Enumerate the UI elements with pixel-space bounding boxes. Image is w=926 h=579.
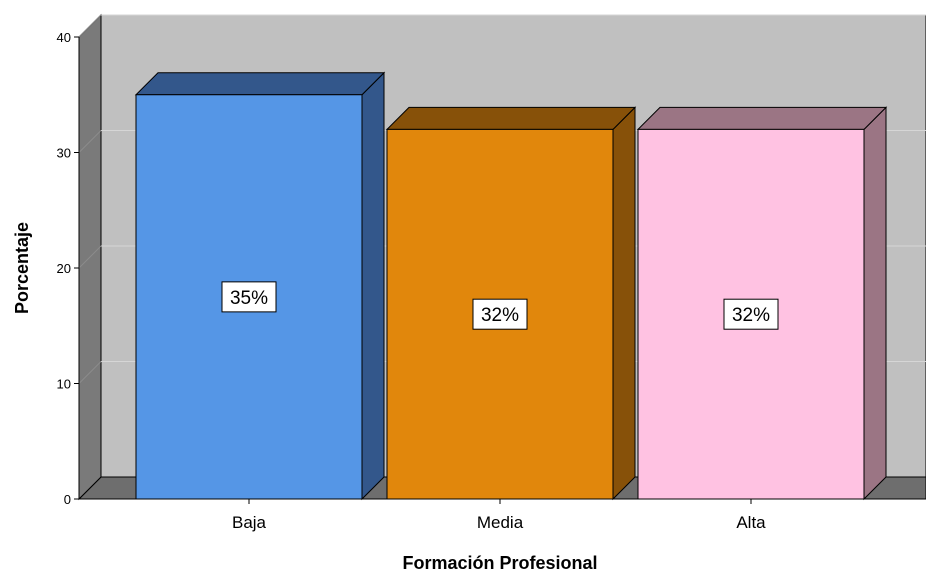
data-label: 32%	[732, 305, 770, 326]
bar-baja: 35%	[134, 71, 386, 501]
bar-alta: 32%	[636, 106, 888, 501]
bar-top	[134, 72, 386, 96]
bar-top	[385, 106, 637, 130]
y-tick-label: 0	[64, 492, 71, 507]
y-tick-label: 30	[57, 146, 71, 161]
x-tick-label: Alta	[736, 513, 766, 532]
x-axis-categories: Baja Media Alta	[232, 499, 766, 532]
bars: 35% 32% 32%	[134, 71, 888, 501]
data-label-box	[221, 281, 277, 313]
bar-top	[636, 106, 888, 130]
gridline-wall	[78, 361, 102, 384]
y-tick-label: 20	[57, 261, 71, 276]
gridline-wall	[78, 245, 102, 269]
data-label: 32%	[481, 305, 519, 326]
x-axis-title: Formación Profesional	[402, 553, 597, 573]
bar-side	[361, 71, 385, 501]
gridline-wall	[78, 130, 102, 153]
bar-media: 32%	[385, 106, 637, 501]
gridline-wall	[78, 14, 102, 38]
data-label-box	[723, 298, 779, 330]
x-tick-label: Baja	[232, 513, 267, 532]
x-tick-label: Media	[477, 513, 524, 532]
data-label: 35%	[230, 288, 268, 309]
y-tick-label: 40	[57, 30, 71, 45]
y-axis-ticks: 0 10 20 30 40	[57, 30, 79, 507]
bar-side	[612, 106, 636, 501]
bar-side	[863, 106, 887, 501]
y-tick-label: 10	[57, 377, 71, 392]
data-label-box	[472, 298, 528, 330]
y-axis-title: Porcentaje	[12, 222, 32, 314]
